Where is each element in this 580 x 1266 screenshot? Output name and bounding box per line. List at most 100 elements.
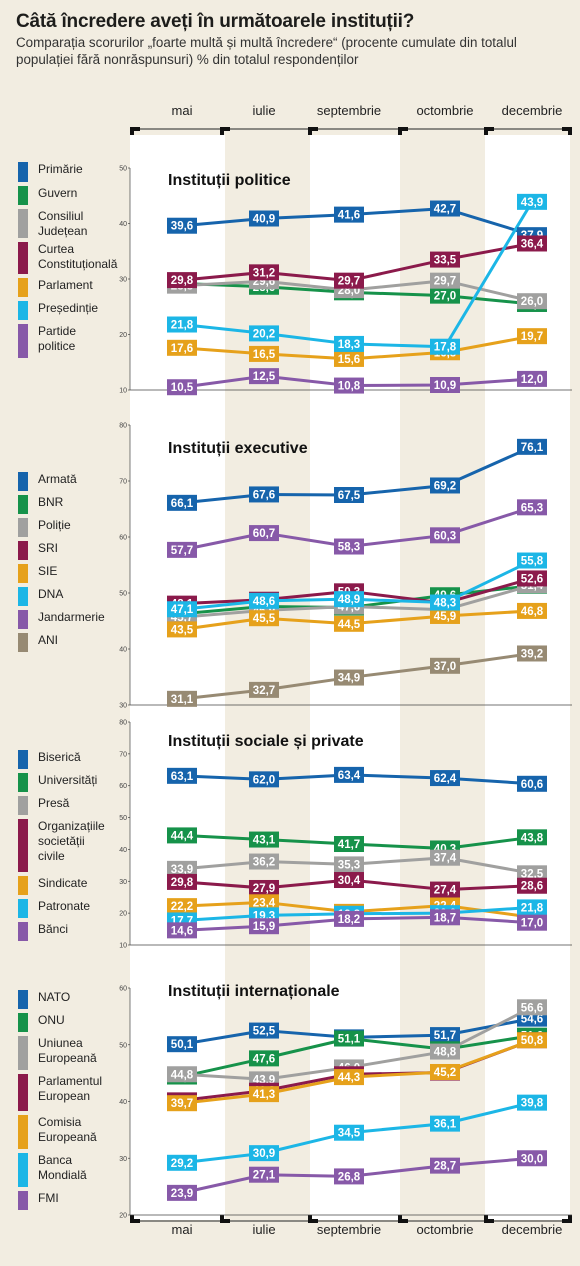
legend-swatch [18,541,28,560]
legend-item-sindicate: Sindicate [18,876,88,895]
data-label-value: 54,6 [521,1014,543,1026]
data-label-fmi: 30,0 [517,1150,547,1167]
data-label-value: 36,1 [434,1119,457,1131]
data-label-value: 33,9 [171,864,193,876]
bracket-marker [130,1215,140,1223]
data-label-value: 34,9 [338,673,360,685]
data-label-sindicate: 22,2 [167,898,197,915]
data-label-box [167,601,197,618]
data-label-value: 63,1 [171,771,194,783]
month-label-octombrie: octombrie [416,103,473,118]
legend-swatch [18,278,28,297]
data-label-value: 39,6 [171,221,193,233]
data-label-parlament: 17,6 [167,339,197,356]
legend-swatch [18,750,28,769]
data-label-ani: 31,1 [167,690,197,707]
y-tick-label: 30 [119,879,127,886]
data-label-value: 10,9 [434,380,456,392]
legend-label: Sindicate [38,876,88,890]
data-label-comisia-europeana: 50,8 [517,1032,547,1049]
data-label-partide-politice: 12,5 [249,368,279,385]
legend-label: Presă [38,796,70,810]
data-label-value: 37,4 [434,853,457,865]
data-label-value: 21,8 [521,902,544,914]
data-label-sindicate: 23,4 [249,894,279,911]
month-label-iulie: iulie [252,103,275,118]
data-label-value: 23,4 [253,897,276,909]
data-label-value: 17,6 [171,343,193,355]
data-label-value: 48,8 [434,1047,457,1059]
data-label-value: 14,6 [171,925,193,937]
data-label-box [517,370,547,387]
legend-label: civile [38,849,65,863]
data-label-box [517,999,547,1016]
data-label-curtea-constitutionala: 29,7 [334,272,364,289]
data-label-nato: 51,7 [430,1027,460,1044]
bracket-marker [562,1215,572,1223]
data-label-value: 47,1 [171,604,194,616]
y-tick-label: 40 [119,1099,127,1106]
data-label-box [430,849,460,866]
data-label-value: 30,4 [338,875,361,887]
data-label-value: 27,9 [253,883,275,895]
y-tick-label: 30 [119,1156,127,1163]
bracket-marker [220,127,230,135]
legend-swatch [18,899,28,918]
data-label-value: 45,2 [434,1067,456,1079]
data-label-box [430,477,460,494]
data-label-biserica: 60,6 [517,775,547,792]
data-label-value: 26,0 [521,296,543,308]
data-label-box [334,1168,364,1185]
legend-label: Armată [38,472,77,486]
data-label-box [167,1184,197,1201]
legend-item-guvern: Guvern [18,186,77,205]
data-label-dna: 55,8 [517,552,547,569]
data-label-value: 10,8 [338,381,361,393]
legend-label: ANI [38,633,58,647]
legend-swatch [18,587,28,606]
legend-label: Uniunea [38,1036,83,1050]
data-label-fmi: 26,8 [334,1168,364,1185]
legend-label: Universități [38,773,97,787]
data-label-value: 67,5 [338,490,361,502]
data-label-box [430,287,460,304]
data-label-value: 41,6 [338,210,360,222]
data-label-box [430,1063,460,1080]
data-label-value: 51,7 [434,1030,456,1042]
legend-item-fmi: FMI [18,1191,59,1210]
data-label-value: 55,8 [521,556,544,568]
data-label-value: 66,1 [171,498,194,510]
data-label-value: 41,7 [338,839,360,851]
data-label-value: 46,8 [521,606,544,618]
data-label-presa: 36,2 [249,853,279,870]
data-label-onu: 51,1 [334,1030,364,1047]
legend-label: Poliție [38,518,71,532]
legend-swatch [18,1191,28,1210]
data-label-value: 18,3 [338,339,360,351]
legend-label: Banca [38,1153,72,1167]
data-label-value: 20,2 [253,328,275,340]
data-label-organizatiile-societatii-civile: 27,9 [249,879,279,896]
data-label-partide-politice: 10,9 [430,377,460,394]
bracket-marker [562,127,572,135]
data-label-box [167,767,197,784]
data-label-banci: 18,7 [430,909,460,926]
data-label-box [249,345,279,362]
data-label-organizatiile-societatii-civile: 30,4 [334,872,364,889]
data-label-uniunea-europeana: 44,8 [167,1066,197,1083]
panel-institutii-sociale-si-private: 10 20 30 40 50 60 70 80 Instituții sociale și pr… [18,720,572,950]
data-label-box [167,1066,197,1083]
data-label-organizatiile-societatii-civile: 28,6 [517,877,547,894]
data-label-value: 22,2 [171,901,193,913]
legend-item-presa: Presă [18,796,70,815]
y-tick-label: 60 [119,535,127,542]
data-label-box [249,1166,279,1183]
data-label-box [249,610,279,627]
legend-label: Curtea [38,242,74,256]
bracket-marker [220,1215,230,1223]
data-label-banci: 14,6 [167,922,197,939]
